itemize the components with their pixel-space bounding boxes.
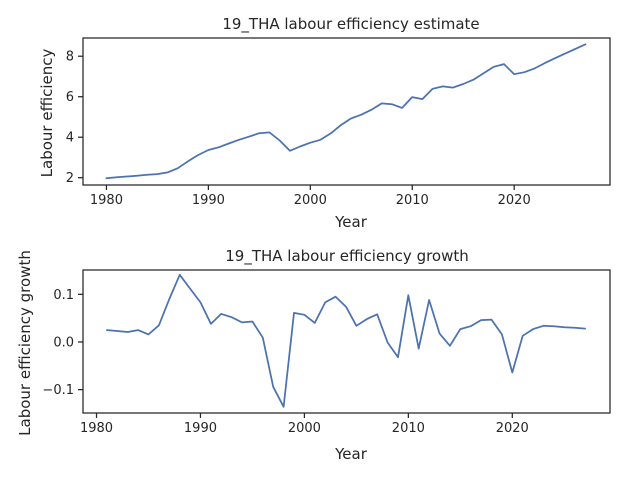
y-axis-label: Labour efficiency [38,49,56,178]
y-tick-label: 6 [66,90,74,105]
x-axis-label: Year [334,445,368,463]
series-line [105,43,587,180]
x-tick-label: 2020 [498,193,531,208]
x-tick-label: 2020 [496,421,529,436]
x-axis-label: Year [334,213,368,231]
chart-title: 19_THA labour efficiency growth [225,247,469,266]
y-tick-label: 0.0 [53,335,74,350]
y-tick-label: 8 [66,50,74,65]
x-tick-label: 2000 [294,193,327,208]
y-axis-label: Labour efficiency growth [16,250,34,436]
plot-frame [82,269,611,414]
x-tick-label: 2010 [392,421,425,436]
plot-frame [82,37,611,186]
series-line [106,273,586,408]
x-tick-label: 1980 [80,421,113,436]
x-tick-label: 1980 [90,193,123,208]
x-tick-label: 2010 [396,193,429,208]
ticks: 1980 1990 2000 2010 2020 −0.1 0.0 0.1 [42,288,528,436]
y-tick-label: 4 [66,131,74,146]
y-tick-label: 2 [66,171,74,186]
ticks: 1980 1990 2000 2010 2020 2 4 6 8 [66,50,531,208]
y-tick-label: −0.1 [42,383,74,398]
efficiency-estimate-chart: 19_THA labour efficiency estimate Year L… [38,15,611,231]
efficiency-growth-chart: 19_THA labour efficiency growth Year Lab… [16,247,611,463]
y-tick-label: 0.1 [53,288,74,303]
x-tick-label: 1990 [192,193,225,208]
x-tick-label: 1990 [184,421,217,436]
x-tick-label: 2000 [288,421,321,436]
chart-title: 19_THA labour efficiency estimate [222,15,479,34]
